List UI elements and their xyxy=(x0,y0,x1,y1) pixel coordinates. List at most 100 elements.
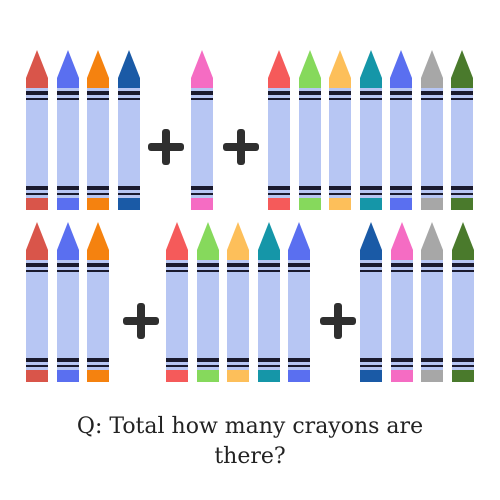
crayon-body xyxy=(391,260,413,370)
crayon-band xyxy=(390,91,412,95)
crayon-band xyxy=(166,358,188,362)
crayon-base xyxy=(87,370,109,382)
crayon-tip xyxy=(360,50,382,78)
crayon-collar xyxy=(421,250,443,260)
crayon xyxy=(419,222,445,382)
crayon-band xyxy=(268,91,290,95)
crayon-graphic xyxy=(166,222,188,382)
crayon-band xyxy=(329,91,351,95)
crayon-body xyxy=(451,88,473,198)
crayon-band xyxy=(191,193,213,195)
crayon-band xyxy=(360,186,382,190)
crayon-band xyxy=(57,91,79,95)
crayon xyxy=(358,50,384,210)
crayon-base xyxy=(57,198,79,210)
crayon-tip xyxy=(391,222,413,250)
crayon-graphic xyxy=(452,222,474,382)
crayon-base xyxy=(258,370,280,382)
crayon xyxy=(358,222,384,382)
crayon-band xyxy=(258,270,280,272)
crayon-band xyxy=(118,98,140,100)
crayon-body xyxy=(299,88,321,198)
crayon-tip xyxy=(26,222,48,250)
crayon-band xyxy=(421,263,443,267)
crayon-band xyxy=(57,263,79,267)
crayon-collar xyxy=(87,250,109,260)
crayon-base xyxy=(451,198,473,210)
crayon-band xyxy=(57,193,79,195)
crayon xyxy=(189,50,215,210)
crayon-tip xyxy=(288,222,310,250)
crayon-tip xyxy=(166,222,188,250)
crayon-collar xyxy=(360,78,382,88)
crayon-band xyxy=(421,186,443,190)
crayon xyxy=(195,222,221,382)
crayon-body xyxy=(166,260,188,370)
crayon xyxy=(55,50,81,210)
crayon-band xyxy=(227,270,249,272)
crayon-band xyxy=(227,365,249,367)
crayon-band xyxy=(360,193,382,195)
crayon-base xyxy=(191,198,213,210)
crayon-body xyxy=(268,88,290,198)
crayon-tip xyxy=(421,50,443,78)
crayon-band xyxy=(87,186,109,190)
crayon-body xyxy=(360,88,382,198)
crayon-collar xyxy=(451,78,473,88)
crayon-tip xyxy=(191,50,213,78)
crayon-tip xyxy=(452,222,474,250)
crayon-base xyxy=(26,370,48,382)
crayon-body xyxy=(57,88,79,198)
crayon-band xyxy=(118,91,140,95)
crayon-collar xyxy=(268,78,290,88)
crayon-base xyxy=(360,370,382,382)
crayon-graphic xyxy=(227,222,249,382)
crayon-band xyxy=(421,98,443,100)
crayon-band xyxy=(197,358,219,362)
crayon-band xyxy=(451,91,473,95)
crayon-tip xyxy=(421,222,443,250)
crayon xyxy=(24,222,50,382)
crayon-band xyxy=(197,365,219,367)
crayon-body xyxy=(87,260,109,370)
crayon-tip xyxy=(57,222,79,250)
crayon-tip xyxy=(57,50,79,78)
crayon-band xyxy=(360,91,382,95)
crayon-graphic xyxy=(87,50,109,210)
crayon-graphic xyxy=(360,222,382,382)
crayon-collar xyxy=(329,78,351,88)
crayon-band xyxy=(329,98,351,100)
crayon-band xyxy=(421,358,443,362)
crayon-tip xyxy=(87,50,109,78)
crayon-band xyxy=(258,358,280,362)
crayon-band xyxy=(268,193,290,195)
crayon-graphic xyxy=(197,222,219,382)
crayon-tip xyxy=(268,50,290,78)
crayon-tip xyxy=(390,50,412,78)
crayon-collar xyxy=(118,78,140,88)
crayon-band xyxy=(391,270,413,272)
crayon-graphic xyxy=(329,50,351,210)
crayon-collar xyxy=(390,78,412,88)
crayon-graphic xyxy=(57,50,79,210)
crayon-base xyxy=(299,198,321,210)
crayon-tip xyxy=(329,50,351,78)
crayon-tip xyxy=(227,222,249,250)
crayon-base xyxy=(391,370,413,382)
crayon xyxy=(389,222,415,382)
crayon xyxy=(24,50,50,210)
crayon-collar xyxy=(421,78,443,88)
crayon-band xyxy=(227,263,249,267)
crayon-band xyxy=(26,270,48,272)
crayon-band xyxy=(191,98,213,100)
crayon-band xyxy=(87,263,109,267)
crayon-band xyxy=(421,270,443,272)
crayon-band xyxy=(329,186,351,190)
crayon-band xyxy=(391,365,413,367)
crayon-tip xyxy=(360,222,382,250)
crayon-tip xyxy=(451,50,473,78)
plus-sign-icon xyxy=(320,303,356,339)
crayon-collar xyxy=(452,250,474,260)
crayon-band xyxy=(26,365,48,367)
crayon-band xyxy=(26,193,48,195)
